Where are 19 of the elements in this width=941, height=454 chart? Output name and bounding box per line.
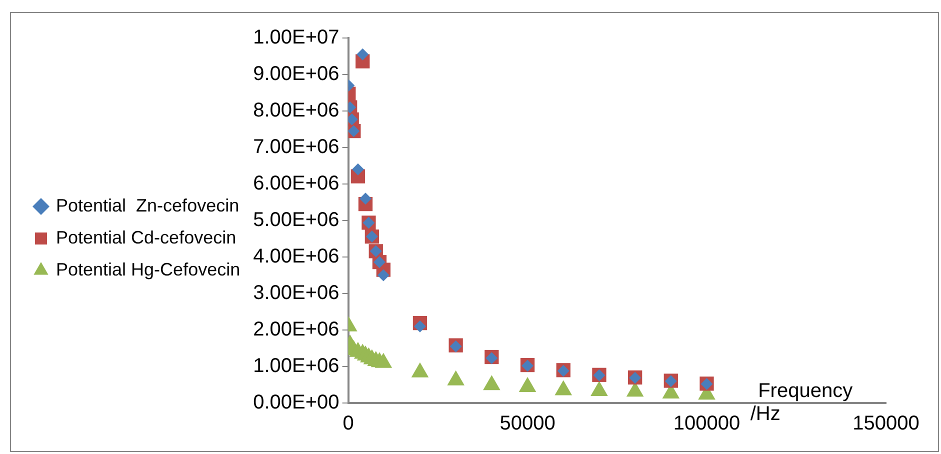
y-tick-label: 8.00E+06 [253, 100, 340, 122]
legend-label: Potential Hg-Cefovecin [56, 259, 240, 280]
x-tick-label: 100000 [673, 412, 740, 435]
y-tick-label: 1.00E+07 [253, 26, 340, 49]
y-tick-label: 6.00E+06 [253, 172, 340, 195]
y-tick-label: 9.00E+06 [253, 63, 340, 86]
y-tick-label: 5.00E+06 [253, 209, 340, 232]
x-tick-label: 150000 [852, 412, 920, 435]
y-tick-label: 0.00E+00 [253, 392, 340, 414]
y-tick-label: 1.00E+06 [253, 355, 340, 378]
y-tick-label: 3.00E+06 [253, 282, 340, 304]
y-tick-label: 7.00E+06 [253, 136, 340, 158]
x-tick-label: 0 [342, 412, 354, 435]
y-tick-label: 4.00E+06 [253, 246, 340, 268]
legend-label: Potential Cd-cefovecin [56, 227, 236, 248]
x-axis-title: Frequency /Hz [750, 380, 853, 425]
legend-label: Potential Zn-cefovecin [56, 195, 240, 216]
x-tick-label: 50000 [500, 412, 556, 435]
y-tick-label: 2.00E+06 [253, 318, 340, 341]
